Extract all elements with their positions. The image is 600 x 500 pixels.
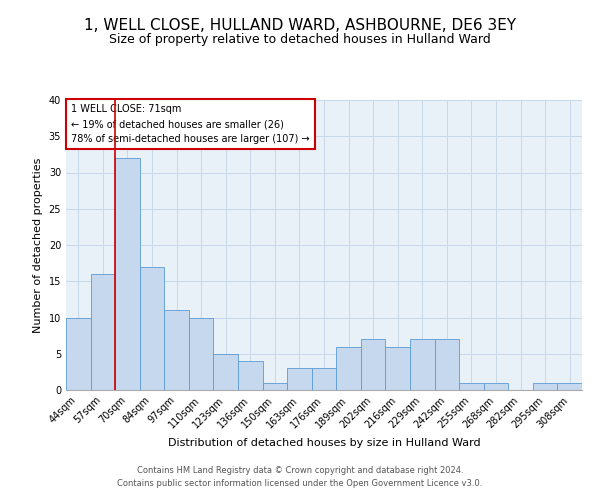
Bar (459, 383, 484, 390)
Bar (91, 274, 115, 390)
Bar (336, 346, 361, 390)
Bar (533, 383, 557, 390)
Bar (140, 267, 164, 390)
Bar (434, 339, 459, 390)
Bar (214, 354, 238, 390)
Bar (263, 383, 287, 390)
Bar (557, 383, 582, 390)
Bar (164, 310, 189, 390)
Text: Size of property relative to detached houses in Hulland Ward: Size of property relative to detached ho… (109, 32, 491, 46)
Text: 1, WELL CLOSE, HULLAND WARD, ASHBOURNE, DE6 3EY: 1, WELL CLOSE, HULLAND WARD, ASHBOURNE, … (84, 18, 516, 32)
X-axis label: Distribution of detached houses by size in Hulland Ward: Distribution of detached houses by size … (167, 438, 481, 448)
Bar (312, 368, 336, 390)
Text: Contains HM Land Registry data © Crown copyright and database right 2024.
Contai: Contains HM Land Registry data © Crown c… (118, 466, 482, 487)
Bar (484, 383, 508, 390)
Bar (238, 361, 263, 390)
Bar (361, 339, 385, 390)
Bar (410, 339, 434, 390)
Text: 1 WELL CLOSE: 71sqm
← 19% of detached houses are smaller (26)
78% of semi-detach: 1 WELL CLOSE: 71sqm ← 19% of detached ho… (71, 104, 310, 144)
Bar (385, 346, 410, 390)
Bar (287, 368, 312, 390)
Bar (189, 318, 214, 390)
Bar (115, 158, 140, 390)
Y-axis label: Number of detached properties: Number of detached properties (33, 158, 43, 332)
Bar (66, 318, 91, 390)
